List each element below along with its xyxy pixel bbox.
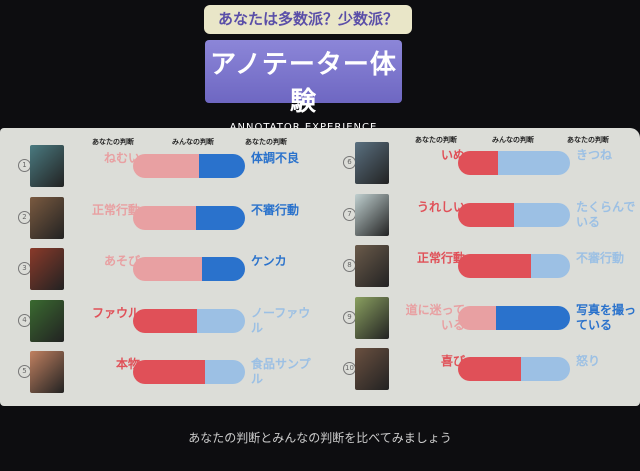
logo-subtitle: ANNOTATOR EXPERIENCE (205, 122, 402, 133)
vote-bar (133, 308, 245, 333)
right-share (520, 357, 570, 381)
man-with-camera-image (355, 245, 389, 287)
left-share (133, 154, 200, 178)
left-share (133, 257, 203, 281)
right-share (530, 254, 570, 278)
vote-bar (458, 305, 570, 330)
right-share (498, 151, 570, 175)
col-header-middle-2: みんなの判断 (492, 136, 534, 144)
result-row: 7 うれしい たくらんでいる (343, 193, 640, 236)
left-label: あそび (103, 254, 140, 268)
logo: アノテーター体験 ANNOTATOR EXPERIENCE (205, 40, 402, 133)
vote-bar (133, 205, 245, 230)
man-seated-image (355, 348, 389, 390)
soccer-image (30, 299, 64, 342)
right-share (496, 305, 570, 330)
results-panel: あなたの判断 みんなの判断 あなたの判断 あなたの判断 みんなの判断 あなたの判… (0, 128, 640, 406)
col-header-left: あなたの判断 (92, 138, 134, 146)
left-label: 正常行動 (91, 202, 140, 217)
vote-bar (458, 357, 570, 381)
right-label: ケンカ (251, 254, 287, 268)
right-label: ノーファウル (251, 305, 311, 335)
right-share (196, 308, 245, 333)
left-share (458, 305, 497, 330)
woman-at-table-image (30, 196, 64, 239)
person-in-park-image (355, 296, 389, 339)
right-share (204, 360, 245, 384)
left-share (133, 205, 196, 230)
right-label: きつね (576, 148, 613, 162)
right-label: 怒り (576, 354, 601, 368)
left-label: 本物 (115, 357, 140, 371)
right-share (199, 154, 245, 178)
left-share (458, 202, 514, 227)
vote-bar (133, 257, 245, 281)
vote-bar (133, 154, 245, 178)
woman-smiling-image (355, 193, 389, 236)
left-share (458, 254, 531, 278)
left-label: 道に迷っている (405, 302, 465, 332)
left-label: 正常行動 (416, 251, 465, 265)
right-label: たくらんでいる (576, 199, 636, 229)
col-header-middle: みんなの判断 (172, 138, 214, 146)
sushi-image (30, 351, 64, 393)
dog-image (355, 142, 389, 184)
title-badge: あなたは多数派？少数派？ (204, 5, 412, 34)
person-resting-image (30, 145, 64, 187)
left-label: いぬ (440, 148, 465, 162)
left-label: ファウル (91, 305, 140, 320)
logo-title: アノテーター体験 (210, 50, 397, 117)
result-row: 5 本物 食品サンプル (18, 351, 328, 393)
children-playing-image (30, 248, 64, 290)
vote-bar (458, 254, 570, 278)
result-row: 8 正常行動 不審行動 (343, 245, 640, 287)
vote-bar (133, 360, 245, 384)
result-row: 4 ファウル ノーファウル (18, 299, 328, 342)
right-share (514, 202, 570, 227)
left-label: うれしい (416, 199, 465, 214)
result-row: 9 道に迷っている 写真を撮っている (343, 296, 640, 339)
right-label: 不審行動 (576, 251, 625, 265)
left-label: 喜び (440, 354, 465, 368)
right-label: 食品サンプル (251, 357, 311, 386)
vote-bar (458, 202, 570, 227)
right-label: 体調不良 (251, 151, 300, 165)
left-share (458, 357, 521, 381)
result-row: 2 正常行動 不審行動 (18, 196, 328, 239)
result-row: 1 ねむい 体調不良 (18, 145, 328, 187)
result-row: 6 いぬ きつね (343, 142, 640, 184)
vote-bar (458, 151, 570, 175)
col-header-right-2: あなたの判断 (567, 136, 609, 144)
col-header-left-2: あなたの判断 (415, 136, 457, 144)
col-header-right: あなたの判断 (245, 138, 287, 146)
left-share (133, 308, 197, 333)
right-label: 写真を撮っている (576, 302, 637, 332)
result-row: 10 喜び 怒り (343, 348, 640, 390)
left-label: ねむい (103, 151, 140, 165)
right-label: 不審行動 (251, 202, 300, 217)
instruction-text: あなたの判断とみんなの判断を比べてみましょう (188, 431, 452, 445)
left-share (133, 360, 205, 384)
right-share (202, 257, 245, 281)
left-share (458, 151, 499, 175)
result-row: 3 あそび ケンカ (18, 248, 328, 290)
right-share (195, 205, 245, 230)
